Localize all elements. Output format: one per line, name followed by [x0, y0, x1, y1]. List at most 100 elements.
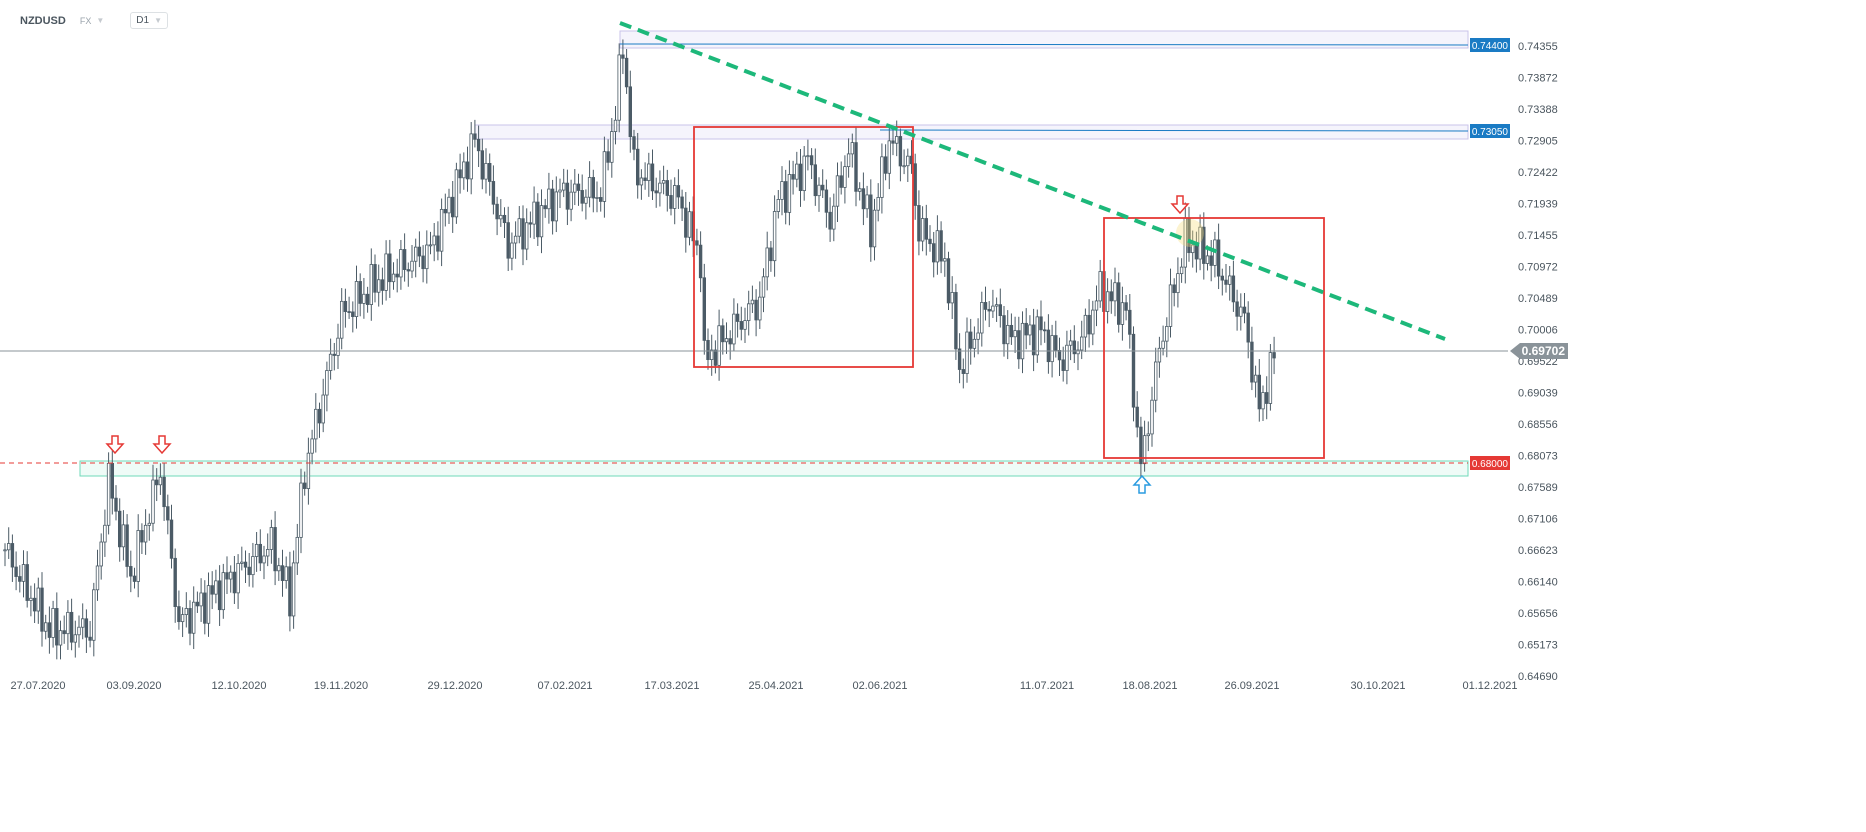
candle: [358, 273, 362, 317]
candle: [325, 361, 329, 412]
candle-body: [676, 185, 681, 198]
candle: [166, 494, 170, 535]
candle-body: [747, 303, 751, 321]
candle-body: [1135, 406, 1139, 428]
x-tick-label: 11.07.2021: [1020, 680, 1074, 692]
candle: [961, 358, 965, 389]
candle: [846, 138, 851, 178]
candle-body: [1157, 347, 1162, 363]
candle-body: [62, 630, 66, 635]
candle: [465, 146, 470, 192]
candle: [1157, 336, 1162, 378]
candle-body: [40, 587, 44, 632]
candle-body: [917, 205, 921, 242]
candle: [151, 464, 155, 532]
candle-body: [809, 155, 814, 166]
timeframe-selector[interactable]: D1 ▼: [130, 12, 168, 29]
y-tick-label: 0.67589: [1518, 482, 1558, 494]
candle-body: [987, 308, 991, 312]
candle: [69, 598, 74, 651]
candle: [195, 591, 200, 613]
candle-body: [1009, 324, 1014, 338]
candle-body: [1013, 330, 1017, 338]
candle: [251, 542, 255, 588]
candle-body: [1113, 282, 1117, 302]
candle: [650, 149, 655, 200]
candle: [506, 206, 510, 272]
candle: [843, 155, 847, 204]
candle: [536, 193, 540, 246]
candle-body: [950, 292, 954, 304]
candle: [499, 199, 503, 227]
candle-body: [317, 408, 322, 424]
chevron-down-icon[interactable]: ▼: [96, 16, 105, 25]
candle: [402, 233, 407, 282]
candle: [495, 196, 499, 236]
y-tick-label: 0.65173: [1518, 640, 1558, 652]
candle: [1179, 258, 1184, 283]
candle: [828, 197, 832, 242]
candle: [1072, 325, 1076, 363]
candle-body: [1076, 349, 1080, 355]
candle-body: [495, 203, 499, 220]
candle: [243, 550, 248, 583]
candle: [136, 514, 140, 598]
candle-body: [891, 140, 895, 144]
candle: [317, 402, 322, 438]
candle-body: [525, 222, 529, 250]
candle-body: [954, 292, 958, 350]
candle: [1135, 391, 1139, 438]
candle: [939, 221, 943, 274]
candle-body: [1068, 340, 1073, 346]
candle: [336, 323, 340, 370]
candle-body: [388, 253, 392, 283]
candle: [695, 228, 699, 256]
candle-body: [380, 279, 385, 291]
candle: [1120, 286, 1125, 341]
candle-body: [824, 189, 829, 213]
candle-body: [1050, 335, 1054, 363]
candle-body: [735, 313, 740, 322]
candle-body: [265, 549, 270, 557]
candle: [332, 342, 336, 371]
candle-body: [247, 566, 251, 576]
candle-body: [25, 564, 29, 601]
candle-body: [1242, 306, 1247, 314]
y-tick-label: 0.67106: [1518, 514, 1558, 526]
candle-body: [1165, 326, 1169, 342]
price-tag-07305-text: 0.73050: [1472, 127, 1509, 138]
candle: [1006, 310, 1010, 360]
candle-body: [1039, 316, 1043, 331]
candle-body: [1216, 239, 1221, 277]
candle: [284, 556, 288, 589]
range-box-1: [693, 126, 914, 368]
candle: [277, 557, 281, 581]
highlight-circle: [1176, 219, 1204, 247]
candle-body: [328, 353, 333, 371]
candle-body: [846, 153, 851, 168]
candle-body: [843, 166, 847, 188]
candle-body: [1205, 255, 1210, 264]
candle-body: [203, 592, 207, 624]
candle-body: [221, 572, 225, 611]
candle: [1272, 336, 1276, 375]
candle: [132, 567, 137, 589]
market-selector[interactable]: FX: [79, 15, 92, 26]
candle-body: [687, 211, 692, 238]
candle-body: [758, 296, 762, 321]
candle-body: [88, 636, 92, 641]
candle: [140, 523, 144, 555]
candle: [406, 262, 410, 287]
candle: [1076, 341, 1080, 371]
candle: [839, 161, 843, 195]
candle-body: [81, 618, 85, 628]
candle-body: [673, 185, 677, 209]
candle-body: [154, 479, 159, 486]
candle-body: [199, 592, 203, 607]
candle: [10, 534, 15, 582]
candle: [273, 511, 277, 586]
candle-body: [343, 300, 348, 312]
candle: [376, 264, 381, 307]
candle-body: [365, 293, 370, 305]
